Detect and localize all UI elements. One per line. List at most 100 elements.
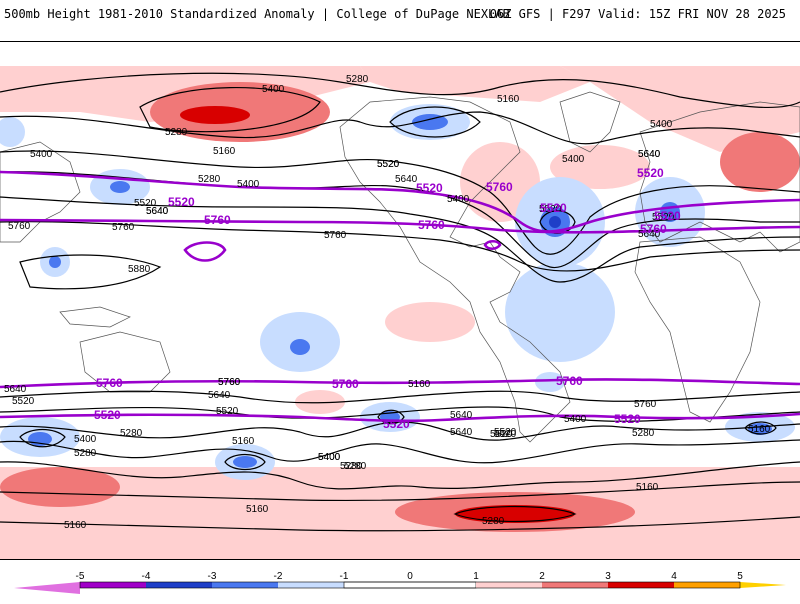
coastline-eurasia [639, 101, 800, 253]
anomaly-region-south-pacific-positive [0, 467, 120, 507]
anomaly-region-south-america-negative [535, 372, 565, 392]
anomaly-region-southern-ocean-core-a [28, 432, 52, 446]
contour-south-2 [0, 406, 800, 422]
colorbar-tick-label: 5 [737, 571, 743, 582]
highlight-label: 5520 [614, 412, 641, 426]
contour-north-1 [0, 72, 800, 109]
highlight-label: 5520 [654, 209, 681, 223]
anomaly-map: 5280 5400 5160 5400 5640 5400 5280 5160 … [0, 41, 800, 560]
contour-label: 5760 [112, 222, 135, 233]
colorbar-arrow-left [14, 582, 80, 594]
contour-label: 5400 [318, 452, 341, 463]
contour-label: 5400 [562, 154, 585, 165]
highlight-5520-south [0, 412, 800, 423]
contour-label: 5640 [4, 384, 27, 395]
colorbar-tick-label: 0 [407, 571, 413, 582]
contour-label: 5280 [482, 516, 505, 527]
colorbar-seg-pos2 [542, 582, 608, 588]
contour-hudson-low [389, 106, 481, 138]
contour-label: 5520 [12, 396, 35, 407]
highlight-label: 5760 [556, 374, 583, 388]
anomaly-region-west-pacific-core [110, 181, 130, 193]
anomaly-region-east-us-inner [549, 216, 561, 228]
colorbar-outline [79, 581, 741, 589]
colorbar-seg-neg1 [278, 582, 344, 588]
contour-label: 5400 [318, 452, 341, 463]
contour-label: 5400 [262, 84, 285, 95]
highlight-label: 5520 [540, 201, 567, 215]
contour-label: 5640 [146, 206, 169, 217]
contour-label: 5160 [748, 424, 771, 435]
highlight-label: 5520 [383, 417, 410, 431]
coastline-asia-west [0, 141, 81, 243]
colorbar-tick-label: -5 [76, 571, 85, 582]
contour-label: 5400 [650, 119, 673, 130]
contour-label: 5280 [165, 127, 188, 138]
highlight-label: 5760 [418, 218, 445, 232]
contour-south-low-e [453, 505, 577, 523]
contour-label: 5520 [377, 159, 400, 170]
contour-north-2 [0, 111, 800, 145]
anomaly-region-north-america-positive [550, 145, 650, 189]
colorbar-seg-neg2 [212, 582, 278, 588]
colorbar-seg-zero [343, 581, 477, 589]
anomaly-region-aleutian-core [180, 106, 250, 124]
contour-label: 5760 [634, 399, 657, 410]
contour-south-6 [0, 481, 800, 502]
highlight-label: 5520 [416, 181, 443, 195]
colorbar-tick-label: -2 [274, 571, 283, 582]
contour-south-7 [0, 516, 800, 532]
contour-label: 5880 [128, 264, 151, 275]
contour-label: 5400 [30, 149, 53, 160]
highlight-label: 5760 [486, 180, 513, 194]
colorbar-tick-label: 1 [473, 571, 479, 582]
colorbar-tick-label: -4 [142, 571, 151, 582]
highlight-contours [0, 170, 800, 423]
coastlines [0, 91, 800, 443]
contour-label: 5640 [208, 390, 231, 401]
anomaly-region-tropics-negative [505, 262, 615, 362]
map-title: 500mb Height 1981-2010 Standardized Anom… [4, 7, 510, 21]
contour-subtropical-1 [19, 254, 162, 290]
highlight-5760-south [0, 378, 800, 389]
contour-label: 5520 [134, 198, 157, 209]
contour-south-low-a [19, 428, 66, 448]
map-canvas: 5280 5400 5160 5400 5640 5400 5280 5160 … [0, 66, 800, 559]
colorbar-tick-labels: -5 -4 -3 -2 -1 0 1 2 3 4 5 [76, 571, 744, 582]
contour-label: 5640 [638, 229, 661, 240]
contour-label: 5640 [146, 206, 169, 217]
contour-label: 5160 [408, 379, 431, 390]
contour-label: 5640 [638, 149, 661, 160]
anomaly-region-arabian-core [49, 256, 61, 268]
highlight-label: 5760 [332, 377, 359, 391]
contour-label: 5160 [497, 94, 520, 105]
contour-south-4 [0, 439, 800, 464]
highlight-label: 5760 [96, 376, 123, 390]
anomaly-region-mid-pacific-positive [385, 302, 475, 342]
colorbar: -5 -4 -3 -2 -1 0 1 2 3 4 5 [0, 568, 800, 600]
contour-label: 5400 [237, 179, 260, 190]
highlight-label: 5760 [204, 213, 231, 227]
contour-label: 5160 [213, 146, 236, 157]
contour-north-5 [0, 196, 800, 283]
contour-label: 5160 [232, 436, 255, 447]
contour-label: 5160 [246, 504, 269, 515]
model-run-info: 06Z GFS | F297 Valid: 15Z FRI NOV 28 202… [489, 7, 786, 21]
anomaly-region-central-pacific-core [290, 339, 310, 355]
contour-label: 5400 [74, 434, 97, 445]
highlight-5520-north [0, 170, 800, 233]
anomaly-region-southern-ocean-core-b [233, 456, 257, 468]
contour-label: 5160 [64, 520, 87, 531]
anomaly-region-south-atlantic-core [455, 505, 575, 523]
highlight-5760-north [0, 218, 800, 234]
coastline-north-america [339, 96, 571, 443]
coastline-indonesia [59, 306, 131, 328]
contour-label: 5160 [636, 482, 659, 493]
contour-label: 5280 [198, 174, 221, 185]
contour-aleutian-low [139, 87, 321, 133]
contour-label-group: 5280 5400 5160 5400 5640 5400 5280 5160 … [4, 74, 771, 531]
colorbar-seg-pos1 [476, 582, 542, 588]
contour-label: 5520 [652, 212, 675, 223]
contour-south-low-c [377, 409, 405, 425]
highlight-label: 5760 [640, 222, 667, 236]
